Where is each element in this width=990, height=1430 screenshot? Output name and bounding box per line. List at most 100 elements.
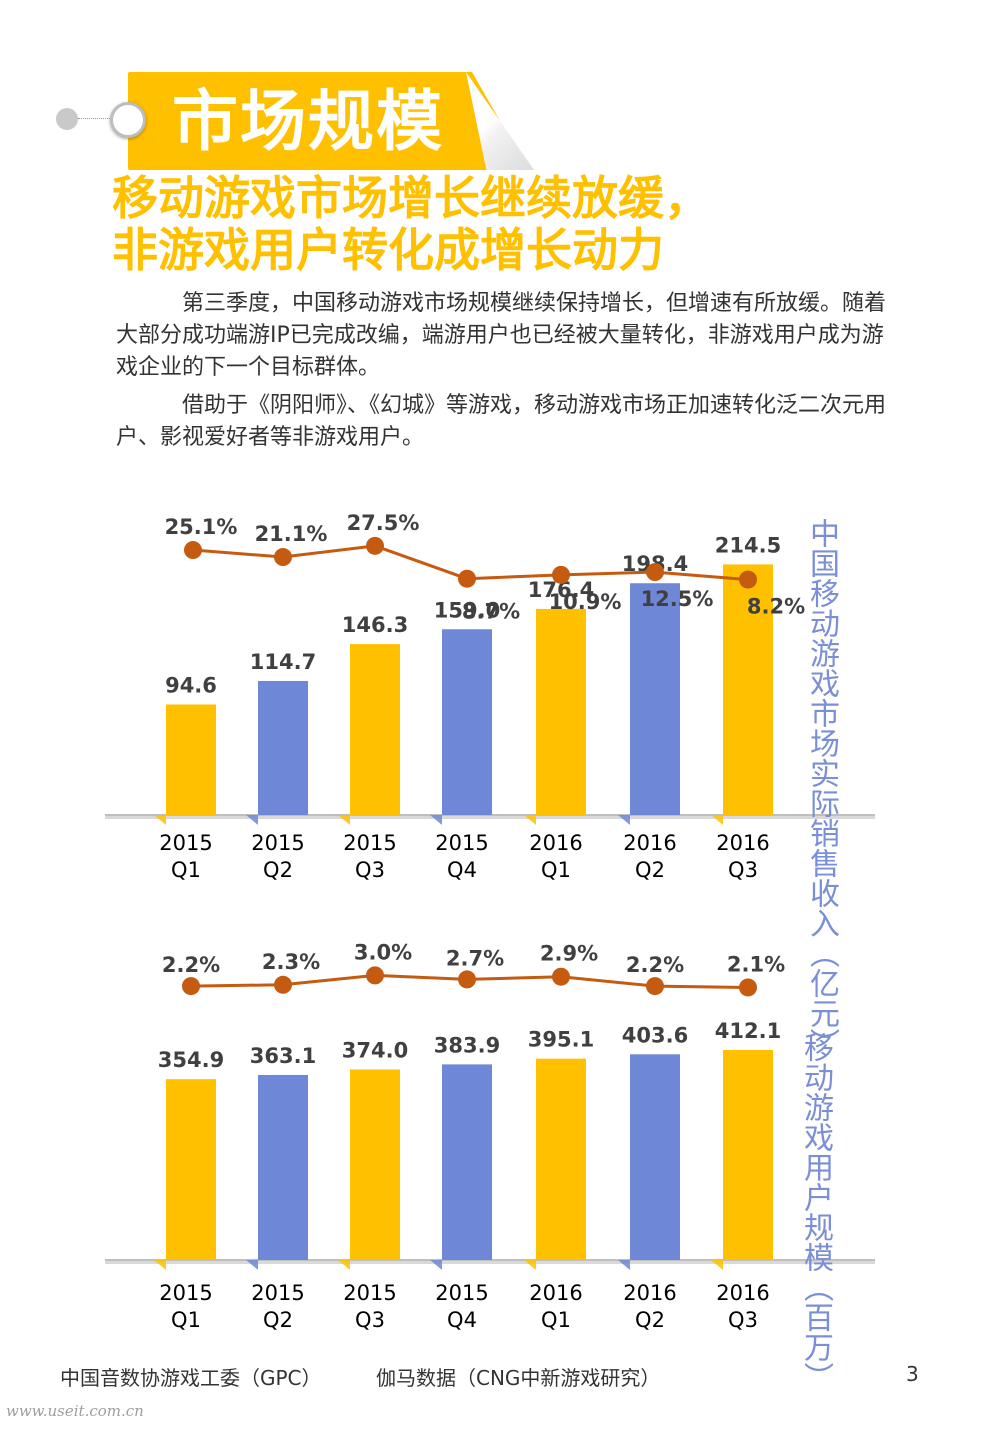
growth-rate-label: 2.1%	[727, 952, 785, 976]
bar-base-wedge	[524, 815, 536, 825]
x-tick-label-year: 2016	[529, 1281, 582, 1305]
decor-dotted-line	[78, 118, 114, 119]
x-tick-label-quarter: Q3	[728, 858, 758, 882]
badge-ribbon	[128, 72, 528, 170]
x-tick-label-year: 2015	[343, 1281, 396, 1305]
users-chart: 354.9 2015 Q1 363.1 2015 Q2 374.0 2015 Q3 383.9 20…	[0, 920, 990, 1392]
x-axis-floor	[105, 1260, 875, 1264]
footer-source-cng: 伽马数据（CNG中新游戏研究）	[376, 1366, 661, 1390]
bar-base-wedge	[246, 815, 258, 825]
growth-rate-label: 12.5%	[641, 587, 714, 611]
bar	[258, 681, 308, 815]
growth-rate-label: 2.2%	[162, 953, 220, 977]
growth-rate-label: 25.1%	[165, 515, 238, 539]
bar	[442, 1064, 492, 1260]
users-chart-title: 移动游戏用户规模（百万）	[798, 1032, 833, 1392]
section-badge: 市场规模	[128, 72, 534, 172]
growth-rate-label: 21.1%	[255, 522, 328, 546]
x-tick-label-year: 2015	[435, 831, 488, 855]
revenue-chart: 94.6 2015 Q1 114.7 2015 Q2 146.3 2015 Q3 159.0 201…	[0, 490, 990, 1058]
x-tick-label-year: 2016	[623, 1281, 676, 1305]
growth-rate-label: 27.5%	[347, 511, 420, 535]
x-tick-label-quarter: Q3	[728, 1308, 758, 1332]
x-tick-label-quarter: Q2	[263, 858, 293, 882]
growth-marker	[458, 970, 476, 989]
growth-rate-label: 3.0%	[354, 940, 412, 964]
bar	[630, 583, 680, 815]
body-paragraph-1: 第三季度，中国移动游戏市场规模继续保持增长，但增速有所放缓。随着大部分成功端游I…	[116, 291, 887, 380]
bar	[350, 1069, 400, 1260]
x-tick-label-year: 2016	[529, 831, 582, 855]
x-axis-floor	[105, 815, 875, 819]
x-tick-label-quarter: Q1	[541, 1308, 571, 1332]
x-tick-label-quarter: Q1	[171, 858, 201, 882]
growth-rate-label: 2.7%	[446, 946, 504, 970]
bar-base-wedge	[154, 1260, 166, 1270]
growth-marker	[184, 541, 202, 560]
growth-marker	[458, 569, 476, 588]
bar-base-wedge	[154, 815, 166, 825]
growth-rate-label: 10.9%	[549, 590, 622, 614]
x-tick-label-year: 2015	[251, 831, 304, 855]
x-tick-label-quarter: Q2	[263, 1308, 293, 1332]
bar-value-label: 403.6	[622, 1023, 688, 1047]
growth-marker	[646, 977, 664, 996]
bar-base-wedge	[338, 815, 350, 825]
section-title: 市场规模	[172, 83, 444, 160]
x-tick-label-quarter: Q3	[355, 1308, 385, 1332]
growth-marker	[739, 570, 757, 589]
x-tick-label-quarter: Q4	[447, 858, 477, 882]
bar	[723, 564, 773, 815]
bar-value-label: 395.1	[528, 1028, 594, 1052]
x-tick-label-year: 2015	[343, 831, 396, 855]
bar-base-wedge	[338, 1260, 350, 1270]
x-tick-label-quarter: Q2	[635, 858, 665, 882]
ring-icon	[110, 102, 146, 138]
bar	[166, 704, 216, 815]
x-tick-label-quarter: Q2	[635, 1308, 665, 1332]
x-tick-label-year: 2015	[159, 1281, 212, 1305]
growth-rate-label: 2.3%	[262, 950, 320, 974]
body-paragraph-2: 借助于《阴阳师》、《幻城》等游戏，移动游戏市场正加速转化泛二次元用户、影视爱好者…	[116, 393, 887, 450]
bar-value-label: 94.6	[165, 673, 217, 697]
bar	[536, 1058, 586, 1260]
x-tick-label-quarter: Q1	[541, 858, 571, 882]
growth-rate-label: 2.9%	[540, 942, 598, 966]
x-tick-label-quarter: Q4	[447, 1308, 477, 1332]
footer-source-gpc: 中国音数协游戏工委（GPC）	[60, 1366, 322, 1390]
bar-value-label: 412.1	[715, 1019, 781, 1043]
growth-rate-label: 2.2%	[626, 953, 684, 977]
bar	[442, 629, 492, 815]
bar	[723, 1050, 773, 1260]
x-tick-label-quarter: Q3	[355, 858, 385, 882]
bar-base-wedge	[430, 815, 442, 825]
x-tick-label-year: 2015	[251, 1281, 304, 1305]
growth-marker	[739, 978, 757, 997]
x-tick-label-year: 2016	[716, 1281, 769, 1305]
x-tick-label-year: 2016	[623, 831, 676, 855]
bar-base-wedge	[711, 815, 723, 825]
headline-line-1: 移动游戏市场增长继续放缓，	[112, 171, 710, 225]
growth-marker	[366, 966, 384, 985]
growth-marker	[552, 565, 570, 584]
bar-base-wedge	[524, 1260, 536, 1270]
growth-marker	[646, 563, 664, 582]
bar-value-label: 214.5	[715, 533, 781, 557]
bar-base-wedge	[246, 1260, 258, 1270]
bar-value-label: 383.9	[434, 1033, 500, 1057]
x-tick-label-year: 2015	[159, 831, 212, 855]
bar-value-label: 159.0	[434, 598, 500, 622]
growth-marker	[366, 536, 384, 555]
users-chart-svg: 354.9 2015 Q1 363.1 2015 Q2 374.0 2015 Q3 383.9 20…	[105, 940, 875, 1332]
headline: 移动游戏市场增长继续放缓， 非游戏用户转化成增长动力	[112, 172, 872, 276]
growth-rate-label: 8.2%	[747, 595, 805, 619]
growth-marker	[274, 975, 292, 994]
bar	[258, 1074, 308, 1260]
growth-marker	[274, 548, 292, 567]
bar	[350, 644, 400, 815]
bar-base-wedge	[430, 1260, 442, 1270]
x-tick-label-quarter: Q1	[171, 1308, 201, 1332]
growth-marker	[182, 977, 200, 996]
bar-value-label: 114.7	[250, 650, 316, 674]
bar-value-label: 354.9	[158, 1048, 224, 1072]
